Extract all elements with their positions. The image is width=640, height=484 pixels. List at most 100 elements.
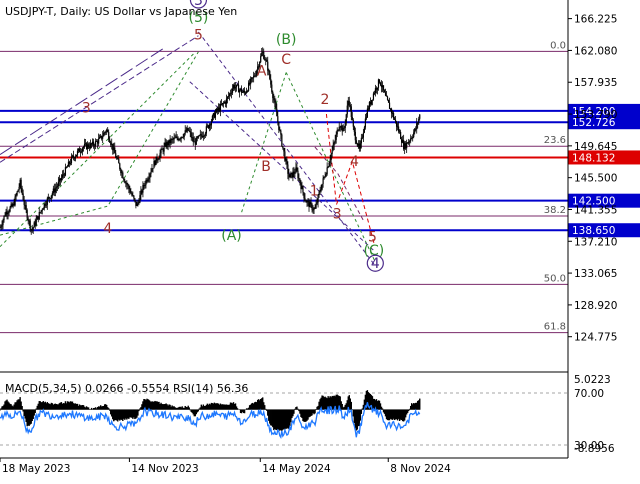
level-tag-text-148.132: 148.132 (572, 152, 615, 164)
wave-label-10: 2 (321, 92, 330, 108)
macd-bar (244, 409, 245, 413)
candle-body (46, 205, 47, 206)
candle-body (346, 114, 347, 123)
candle-body (82, 148, 83, 151)
candle-body (393, 113, 394, 118)
candle-body (144, 185, 145, 186)
candle-body (7, 213, 8, 214)
candle-body (73, 156, 74, 158)
candle-body (184, 133, 185, 137)
candle-body (105, 132, 106, 133)
candle-body (177, 137, 178, 139)
candle-body (320, 190, 321, 192)
chart-title: USDJPY-T, Daily: US Dollar vs Japanese Y… (5, 5, 237, 18)
candle-body (235, 87, 236, 88)
candle-body (349, 101, 350, 105)
candle-body (76, 155, 77, 157)
y-tick-label-9: 128.920 (574, 300, 617, 312)
macd-bar (361, 409, 362, 413)
candle-body (316, 202, 317, 203)
candle-body (353, 120, 354, 127)
candle-body (149, 174, 150, 178)
candle-body (158, 158, 159, 159)
candle-body (108, 132, 109, 140)
candle-body (335, 140, 336, 143)
wave-label-8: (B) (276, 32, 297, 48)
candle-body (419, 115, 420, 119)
y-tick-label-5: 145.500 (574, 173, 617, 185)
candle-body (261, 53, 262, 56)
macd-bar (189, 407, 190, 409)
wave-label-6: B (261, 159, 271, 175)
candle-body (18, 190, 19, 192)
candle-body (0, 227, 1, 228)
candle-body (98, 138, 99, 143)
candle-body (289, 174, 290, 177)
candle-body (19, 187, 20, 190)
candle-body (273, 98, 274, 100)
candle-body (119, 163, 120, 169)
candle-body (1, 225, 2, 227)
candle-body (302, 186, 303, 192)
candle-body (228, 96, 229, 97)
macd-bar (293, 409, 294, 413)
candle-body (380, 83, 381, 85)
candle-body (311, 204, 312, 210)
candle-body (371, 100, 372, 104)
candle-body (281, 135, 282, 147)
candle-body (361, 138, 362, 143)
y-tick-label-7: 137.210 (574, 236, 617, 248)
candle-body (115, 153, 116, 158)
candle-body (334, 143, 335, 145)
candle-body (131, 193, 132, 195)
candle-body (377, 88, 378, 90)
x-tick-label-1: 14 Nov 2023 (131, 463, 198, 475)
candle-body (274, 100, 275, 102)
candle-body (77, 151, 78, 155)
candle-body (0, 228, 1, 229)
candle-body (296, 167, 297, 170)
candle-body (163, 146, 164, 152)
candle-body (362, 138, 363, 139)
candle-body (322, 184, 323, 190)
candle-body (276, 109, 277, 116)
candle-body (355, 132, 356, 140)
candle-body (260, 56, 261, 62)
candle-body (16, 195, 17, 196)
candle-body (126, 183, 127, 185)
macd-bar (21, 406, 22, 410)
candle-body (280, 131, 281, 135)
candle-body (326, 174, 327, 176)
fib-label-0.0: 0.0 (550, 40, 566, 51)
candle-body (122, 172, 123, 178)
candle-body (352, 117, 353, 120)
y-tick-label-3: 153.790 (574, 109, 617, 121)
candle-body (328, 167, 329, 168)
wave-label-2: 5 (194, 28, 203, 44)
candle-body (410, 138, 411, 141)
candle-body (22, 188, 23, 193)
candle-body (388, 100, 389, 103)
candle-body (354, 127, 355, 132)
candle-body (303, 192, 304, 198)
candle-body (365, 119, 366, 128)
y-tick-label-8: 133.065 (574, 268, 617, 280)
candle-body (364, 127, 365, 132)
candle-body (230, 93, 231, 94)
wave-label-12: 4 (350, 154, 359, 170)
candle-body (283, 148, 284, 152)
candle-body (56, 187, 57, 188)
candle-body (278, 122, 279, 130)
candle-body (299, 179, 300, 184)
candle-body (327, 168, 328, 175)
macd-bar (314, 409, 315, 413)
candle-body (21, 180, 22, 188)
candle-body (71, 156, 72, 163)
candle-body (49, 197, 50, 198)
candle-body (250, 79, 251, 84)
fib-label-38.2: 38.2 (544, 205, 566, 216)
candle-body (379, 79, 380, 82)
candle-body (193, 137, 194, 142)
candle-body (114, 147, 115, 153)
